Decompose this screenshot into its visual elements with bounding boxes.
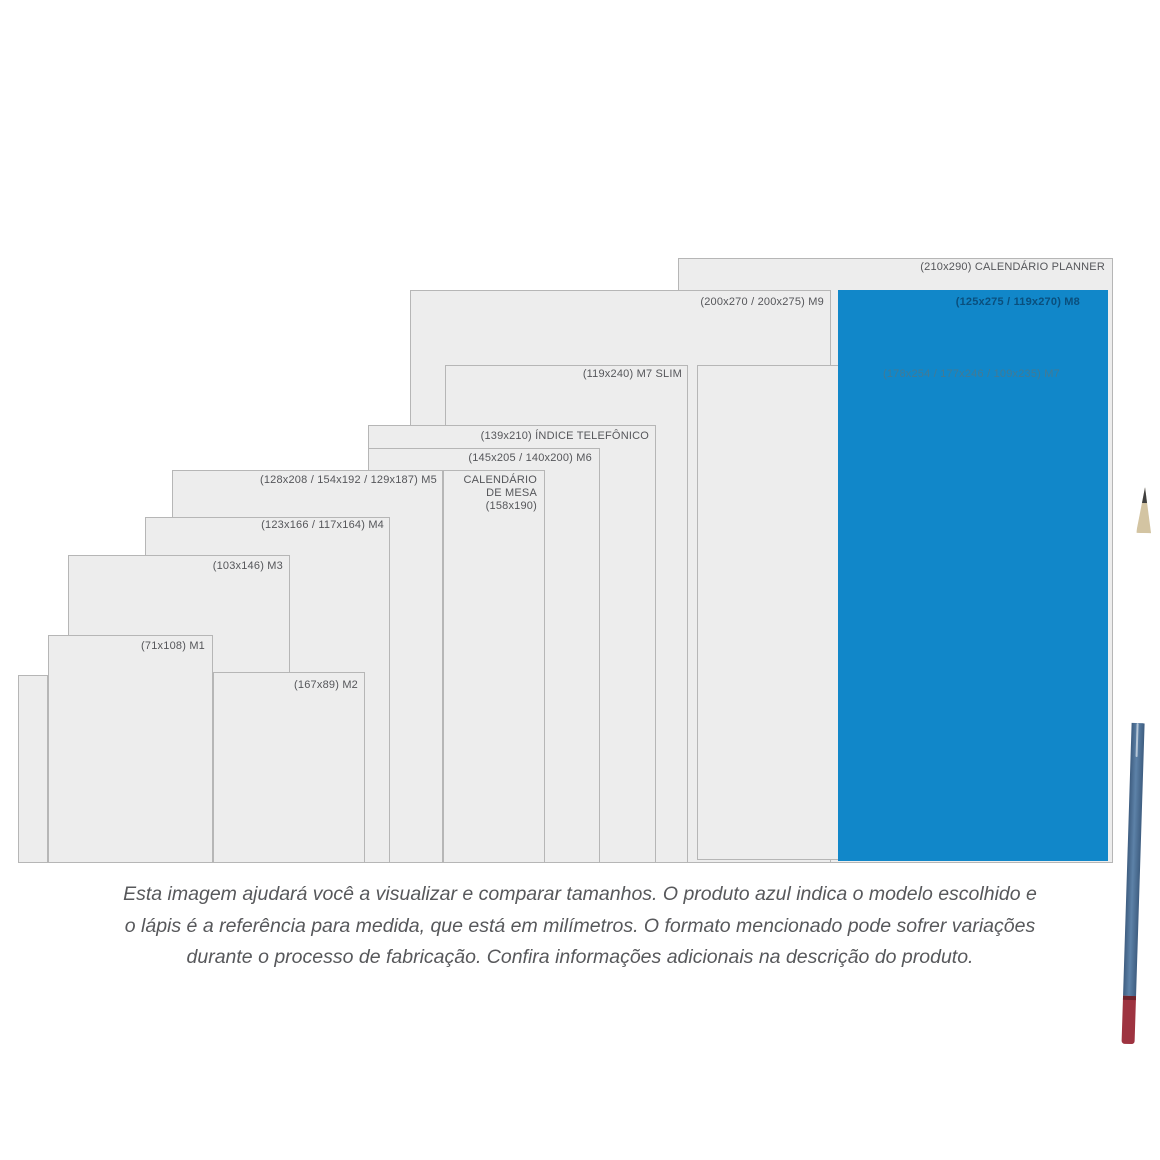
size-label-m6: (145x205 / 140x200) M6 bbox=[468, 452, 592, 465]
size-label-line: (119x240) M7 SLIM bbox=[582, 368, 682, 380]
size-label-line: (139x210) ÍNDICE TELEFÔNICO bbox=[480, 430, 649, 442]
pencil-tip bbox=[1136, 487, 1152, 533]
size-label-line: CALENDÁRIO bbox=[463, 474, 537, 486]
size-label-m1: (71x108) M1 bbox=[141, 640, 205, 653]
size-label-line: (103x146) M3 bbox=[212, 560, 283, 572]
size-label-line: (210x290) CALENDÁRIO PLANNER bbox=[920, 261, 1105, 273]
size-label-m5: (128x208 / 154x192 / 129x187) M5 bbox=[260, 474, 437, 487]
size-box-m8 bbox=[838, 290, 1108, 861]
size-label-line: (125x275 / 119x270) M8 bbox=[955, 296, 1080, 308]
caption-line: durante o processo de fabricação. Confir… bbox=[186, 946, 974, 968]
size-label-m3: (103x146) M3 bbox=[213, 560, 283, 573]
size-label-line: (158x190) bbox=[485, 500, 537, 512]
size-label-m9: (200x270 / 200x275) M9 bbox=[700, 296, 824, 309]
pencil-end-cap bbox=[1121, 995, 1136, 1045]
caption-line: o lápis é a referência para medida, que … bbox=[124, 914, 1036, 937]
size-label-m2: (167x89) M2 bbox=[294, 679, 358, 692]
size-label-indice-telefonico: (139x210) ÍNDICE TELEFÔNICO bbox=[481, 430, 649, 443]
caption-line: Esta imagem ajudará você a visualizar e … bbox=[123, 883, 1037, 905]
size-label-line: DE MESA bbox=[486, 487, 537, 499]
size-label-m7-slim: (119x240) M7 SLIM bbox=[583, 368, 682, 381]
size-label-m7: (178x254 / 177x246 / 109x235) M7 bbox=[883, 368, 1060, 381]
size-label-m4: (123x166 / 117x164) M4 bbox=[261, 519, 384, 532]
size-box-calendario-de-mesa bbox=[443, 470, 545, 863]
size-label-calendario-de-mesa: CALENDÁRIO DE MESA (158x190) bbox=[463, 474, 537, 513]
size-label-line: (128x208 / 154x192 / 129x187) M5 bbox=[259, 474, 437, 486]
size-label-calendario-planner: (210x290) CALENDÁRIO PLANNER bbox=[920, 261, 1105, 274]
size-box-m1 bbox=[48, 635, 213, 863]
size-label-line: (178x254 / 177x246 / 109x235) M7 bbox=[882, 368, 1060, 380]
size-box-edge-strip bbox=[18, 675, 48, 863]
caption: Esta imagem ajudará você a visualizar e … bbox=[60, 879, 1100, 974]
size-label-line: (167x89) M2 bbox=[294, 679, 358, 691]
pencil-lead-point bbox=[1137, 487, 1152, 503]
size-label-m8: (125x275 / 119x270) M8 bbox=[956, 296, 1080, 309]
pencil-graphic bbox=[1120, 487, 1158, 1045]
pencil-end-band bbox=[1122, 995, 1136, 1001]
size-label-line: (123x166 / 117x164) M4 bbox=[261, 519, 384, 531]
pencil-body-mark bbox=[1135, 723, 1139, 758]
size-box-m2 bbox=[213, 672, 365, 863]
size-label-line: (145x205 / 140x200) M6 bbox=[468, 452, 592, 464]
pencil-body bbox=[1122, 722, 1145, 997]
size-label-line: (71x108) M1 bbox=[141, 640, 205, 652]
size-label-line: (200x270 / 200x275) M9 bbox=[700, 296, 824, 308]
